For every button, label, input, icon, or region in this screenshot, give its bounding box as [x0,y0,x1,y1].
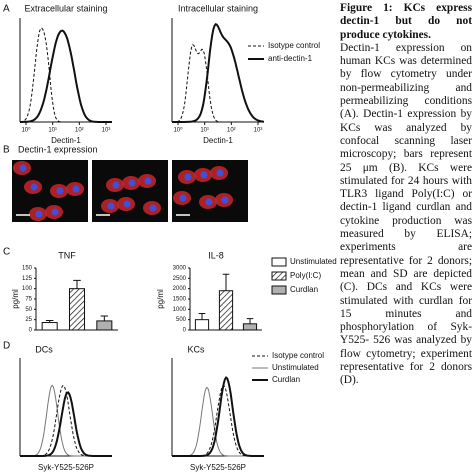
y-tick-label: 2500 [173,276,187,282]
bar [242,323,258,331]
y-tick-label: 100 [22,286,33,292]
error-bar [100,315,109,321]
nucleus [112,181,120,189]
y-tick-label: 0 [29,328,33,334]
legend-label: Isotype control [272,351,324,360]
panel-label: B [3,145,10,156]
x-tick-label: 10¹ [48,128,57,134]
legend-swatch [271,271,287,281]
x-axis-label: Dectin-1 [203,136,233,145]
nucleus [35,210,43,218]
chart-title: TNF [58,250,76,260]
micrographs [12,160,248,222]
nucleus [216,169,224,177]
legend-swatch [271,257,287,267]
bar [218,290,234,331]
y-tick-label: 500 [176,317,187,323]
nucleus [184,173,192,181]
x-tick-label: 10² [227,128,236,134]
histogram-curve [172,44,264,123]
x-axis-label: Syk-Y525-526P [190,463,246,472]
x-axis-label: Dectin-1 [51,136,81,145]
x-tick-label: 10⁰ [173,127,183,134]
panel-label: A [3,4,10,15]
y-tick-label: 75 [25,297,32,303]
bar [96,320,113,331]
legend-label: Unstimulated [290,257,337,266]
histogram-curve [20,29,112,123]
error-bar [222,273,230,291]
x-tick-label: 10³ [254,128,263,134]
panel-title: Extracellular staining [24,3,107,13]
y-tick-label: 2000 [173,286,187,292]
bar [68,288,86,331]
bar [41,322,58,331]
histogram-curve [172,376,264,457]
figure: A Extracellular staining Intracellular s… [3,3,337,472]
x-tick-label: 10¹ [200,128,209,134]
x-tick-label: 10² [75,128,84,134]
panel-label: D [3,341,10,352]
caption: Figure 1: KCs express dectin-1 but do no… [340,2,472,474]
error-bar [45,319,54,323]
chart-title: IL-8 [208,250,224,260]
y-tick-label: 150 [22,266,33,272]
histogram-curve [19,27,112,123]
y-tick-label: 1000 [173,307,187,313]
legend-label: Unstimulated [272,363,319,372]
y-tick-label: 50 [25,307,32,313]
legend-label: Curdlan [272,375,300,384]
y-tick-label: 125 [22,276,33,282]
nucleus [30,183,38,191]
error-bar [198,312,206,320]
y-tick-label: 25 [25,317,32,323]
caption-title: Figure 1: KCs express dectin-1 but do no… [340,2,472,41]
nucleus [128,179,136,187]
legend-label: Poly(I:C) [290,271,321,280]
nucleus [205,198,213,206]
y-axis-label: pg/ml [11,289,20,309]
y-tick-label: 1500 [173,297,187,303]
histogram-curve [172,22,265,123]
nucleus [51,208,59,216]
nucleus [123,200,131,208]
nucleus [72,185,80,193]
panel-label: C [3,247,10,258]
nucleus [179,194,187,202]
legend-label: Isotype control [268,41,320,50]
panel-title: DCs [35,344,53,354]
nucleus [144,177,152,185]
error-bar [73,279,81,289]
nucleus [221,196,229,204]
error-bar [246,318,254,324]
panel-title: Dectin-1 expression [18,144,98,154]
nucleus [56,187,64,195]
panel-title: KCs [187,344,205,354]
y-axis-label: pg/ml [156,289,165,309]
x-tick-label: 10⁰ [21,127,31,134]
legend-label: anti-dectin-1 [268,54,313,63]
nucleus [149,204,157,212]
caption-body: Dectin-1 expression on human KCs was det… [340,41,472,387]
nucleus [19,164,27,172]
y-tick-label: 3000 [173,266,187,272]
bar [194,319,210,331]
y-tick-label: 0 [183,328,187,334]
histogram-curve [20,391,112,457]
x-tick-label: 10³ [102,128,111,134]
legend-swatch [271,285,287,295]
nucleus [107,202,115,210]
panel-title: Intracellular staining [178,3,258,13]
x-axis-label: Syk-Y525-526P [38,463,94,472]
nucleus [200,171,208,179]
micrograph [172,160,248,222]
legend-label: Curdlan [290,285,318,294]
